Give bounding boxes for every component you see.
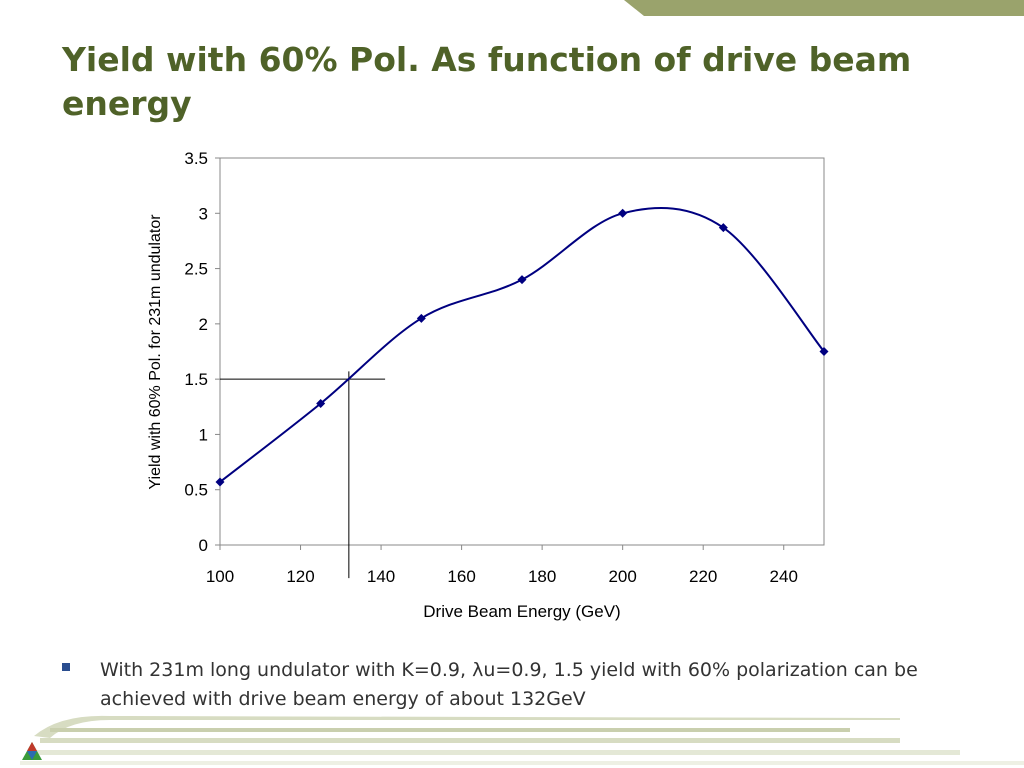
- tricolor-triangle-logo-icon: [22, 742, 42, 760]
- footer-decoration: [20, 715, 1024, 765]
- x-tick-label: 140: [367, 567, 395, 586]
- bullet-point: With 231m long undulator with K=0.9, λu=…: [62, 656, 962, 714]
- bullet-text-part1: With 231m long undulator with K=0.9,: [100, 659, 473, 681]
- bullet-text: With 231m long undulator with K=0.9, λu=…: [100, 656, 962, 714]
- slide-title: Yield with 60% Pol. As function of drive…: [62, 40, 912, 123]
- x-tick-label: 160: [447, 567, 475, 586]
- yield-chart: 100 120 140 160 180 200 220 240 0 0.5 1 1.5 2 2.5 3 3.…: [147, 149, 829, 621]
- lambda-symbol: λ: [472, 659, 484, 681]
- x-axis-ticks: 100 120 140 160 180 200 220 240: [206, 545, 798, 586]
- y-axis-ticks: 0 0.5 1 1.5 2 2.5 3 3.5: [184, 149, 220, 555]
- x-tick-label: 120: [286, 567, 314, 586]
- x-tick-label: 100: [206, 567, 234, 586]
- data-point-marker: [316, 398, 326, 408]
- footer-stripe-3: [30, 750, 960, 755]
- y-tick-label: 1.5: [184, 370, 208, 389]
- x-axis-label: Drive Beam Energy (GeV): [423, 602, 620, 621]
- y-tick-label: 2.5: [184, 260, 208, 279]
- square-bullet-icon: [62, 663, 70, 671]
- x-tick-label: 240: [770, 567, 798, 586]
- data-point-marker: [416, 313, 426, 323]
- y-tick-label: 2: [199, 315, 208, 334]
- y-tick-label: 3: [199, 204, 208, 223]
- reference-lines: [220, 371, 386, 579]
- plot-area: [219, 157, 825, 546]
- x-tick-label: 180: [528, 567, 556, 586]
- data-point-marker: [718, 223, 728, 233]
- top-accent-bar: [624, 0, 1024, 16]
- y-tick-label: 0: [199, 536, 208, 555]
- series-markers: [215, 208, 829, 487]
- y-tick-label: 1: [199, 425, 208, 444]
- data-point-marker: [618, 208, 628, 218]
- footer-stripe-4: [20, 761, 1024, 765]
- bullet-text-part2: u=0.9, 1.5 yield with 60% polarization c…: [100, 659, 918, 710]
- x-tick-label: 200: [608, 567, 636, 586]
- data-point-marker: [517, 275, 527, 285]
- footer-stripe-2: [40, 738, 900, 743]
- x-tick-label: 220: [689, 567, 717, 586]
- footer-swoosh: [34, 715, 900, 738]
- data-point-marker: [215, 477, 225, 487]
- data-point-marker: [819, 347, 829, 356]
- footer-stripe-1: [50, 728, 850, 732]
- y-tick-label: 0.5: [184, 481, 208, 500]
- y-axis-label: Yield with 60% Pol. for 231m undulator: [147, 214, 164, 490]
- y-tick-label: 3.5: [184, 149, 208, 168]
